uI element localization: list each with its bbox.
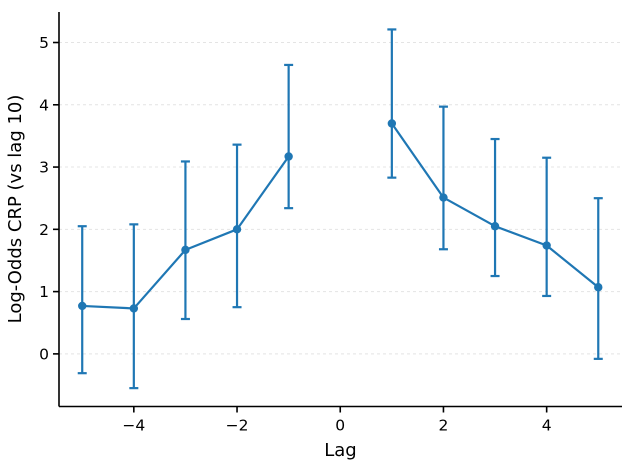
data-series (77, 28, 603, 390)
data-point-marker (490, 222, 500, 231)
positive-lags-segment (387, 28, 603, 360)
x-axis-ticks: −4 −2 0 2 4 (122, 406, 552, 435)
data-point-marker (129, 304, 139, 313)
gridlines (59, 42, 622, 355)
y-tick-label: 2 (39, 221, 49, 239)
y-tick-label: 5 (39, 34, 49, 52)
x-tick-label: −2 (226, 417, 249, 435)
data-point-marker (542, 241, 551, 250)
data-point-marker (439, 193, 448, 202)
x-tick-label: 0 (335, 417, 345, 435)
y-tick-label: 0 (39, 345, 49, 363)
data-point-marker (78, 301, 87, 311)
y-axis-label: Log-Odds CRP (vs lag 10) (5, 95, 26, 324)
x-axis-label: Lag (324, 440, 356, 461)
data-point-marker (284, 152, 293, 161)
x-tick-label: 4 (542, 417, 552, 435)
y-tick-label: 1 (39, 283, 49, 301)
y-tick-label: 3 (39, 159, 49, 177)
x-tick-label: −4 (122, 417, 145, 435)
negative-lags-segment (77, 63, 294, 390)
data-point-marker (594, 283, 603, 292)
data-point-marker (181, 245, 190, 255)
data-point-marker (232, 225, 242, 234)
y-axis-ticks: 0 1 2 3 4 5 (39, 34, 59, 363)
data-point-marker (387, 119, 397, 128)
x-tick-label: 2 (439, 417, 449, 435)
y-tick-label: 4 (39, 96, 49, 114)
axis-spines (58, 12, 622, 408)
